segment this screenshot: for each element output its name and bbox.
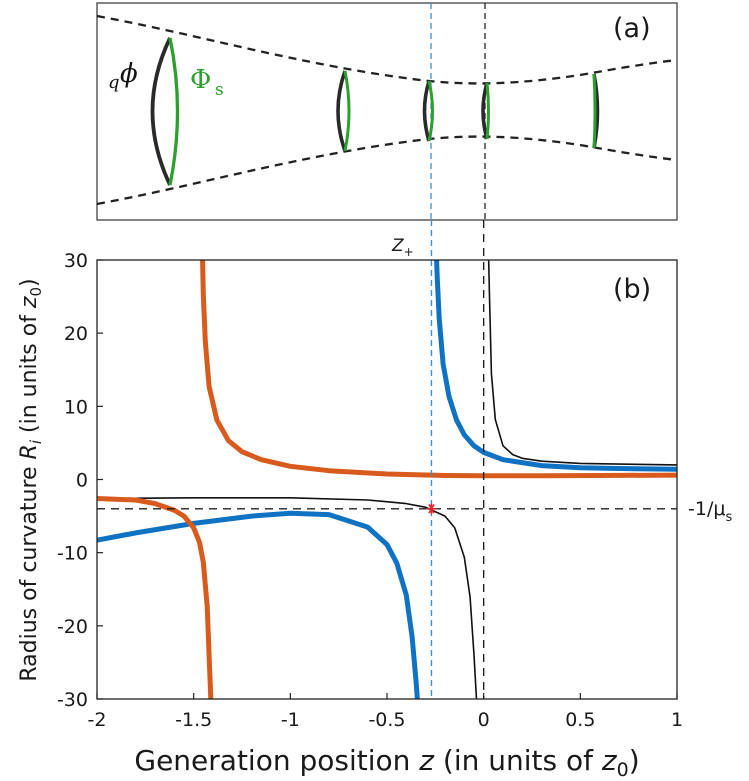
Phi-s-main: Φ [190,65,211,95]
series-blue-right-branch [434,260,677,472]
wavefront-3 [422,80,434,142]
y-axis-label: Radius of curvature Ri (in units of z0) [17,278,45,681]
x-tick-label: -1.5 [175,709,212,731]
z-plus-label-sub: + [404,245,414,259]
beam-lower-envelope [96,135,678,206]
mu-s-label: -1/μs [688,498,732,525]
x-tick-label: 1 [671,709,683,731]
panel-a-label: (a) [613,13,651,44]
y-tick-label: 0 [76,470,88,492]
series-orange-left-branch [97,496,214,699]
wavefront-4 [481,82,490,140]
phi-prefix: q [108,72,120,93]
curves-layer [97,260,677,699]
ylabel-unit-sub: 0 [27,287,45,297]
series-blue-left-branch [97,510,420,699]
y-tick-label: 30 [64,250,88,272]
x-ticks: -2 -1.5 -1 -0.5 0 0.5 1 [88,693,683,731]
mu-s-label-main: -1/μ [688,498,725,520]
xlabel-unit-sub: 0 [617,759,629,781]
plot-background [97,260,677,699]
x-tick-label: 0 [478,709,490,731]
panel-a: q ϕ Φ s (a) [96,2,678,221]
wavefront-2 [336,70,351,152]
ylabel-close: ) [17,278,42,287]
reference-lines [97,220,677,699]
x-tick-label: -1 [281,709,300,731]
wavefront-5 [592,73,600,149]
z-plus-label: Z+ [391,236,414,259]
panel-a-frame [96,2,678,221]
xlabel-var: z [418,744,435,777]
y-tick-label: -30 [57,689,88,711]
x-tick-label: -2 [88,709,107,731]
xlabel-unit-base: z [601,744,618,777]
wavefront-1 [150,37,180,186]
Phi-s-sub: s [215,80,224,100]
phi-symbol: ϕ [120,59,138,89]
y-tick-label: 20 [64,323,88,345]
xlabel-suffix: (in units of [434,744,602,777]
panel-b: -2 -1.5 -1 -0.5 0 0.5 1 30 20 10 0 -10 -20 -30 (b) Z… [17,220,732,781]
x-axis-label: Generation position z (in units of z0) [134,744,639,781]
xlabel-close: ) [629,744,640,777]
x-tick-label: -0.5 [368,709,405,731]
series-black-left-branch [97,497,478,699]
panel-b-label: (b) [613,274,651,305]
ylabel-prefix: Radius of curvature [17,459,42,681]
series-black-right-branch [487,260,677,466]
ylabel-var: R [17,444,42,459]
x-tick-label: 0.5 [565,709,595,731]
intersection-marker [426,503,437,514]
y-tick-label: -20 [57,616,88,638]
y-tick-label: -10 [57,543,88,565]
series-orange-right-branch [200,260,677,479]
y-tick-label: 10 [64,396,88,418]
ylabel-unit-base: z [17,296,42,309]
beam-upper-envelope [96,14,678,85]
xlabel-prefix: Generation position [134,744,419,777]
ylabel-suffix: (in units of [17,308,42,440]
ylabel-var-sub: i [27,439,45,444]
z-plus-label-main: Z [391,236,404,256]
mu-s-label-sub: s [725,510,732,525]
y-ticks: 30 20 10 0 -10 -20 -30 [57,250,103,711]
